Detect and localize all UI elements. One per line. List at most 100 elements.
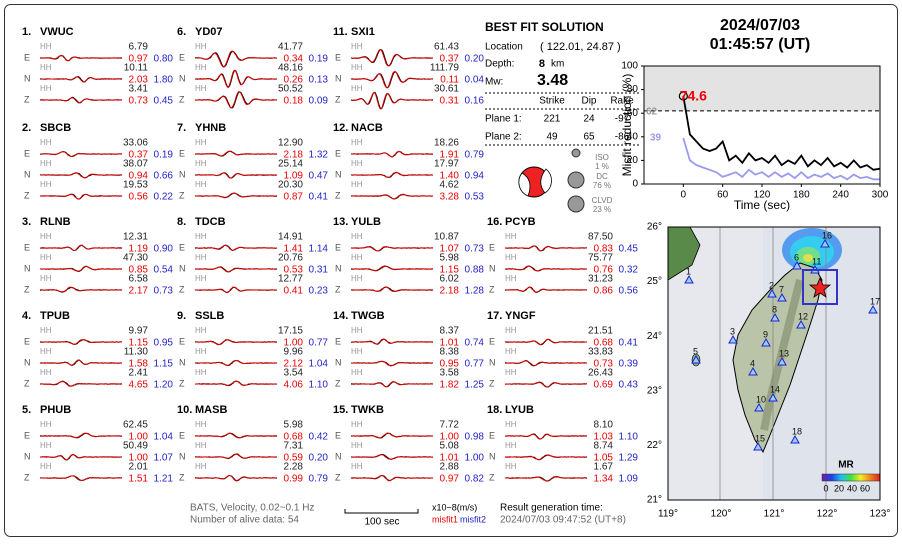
misfit2: 0.98 <box>465 432 485 443</box>
misfit2: 1.07 <box>154 453 174 464</box>
misfit2: 1.28 <box>465 286 485 297</box>
misfit1: 1.01 <box>440 338 460 349</box>
channel-code: HH <box>195 441 207 450</box>
x-axis-label: Time (sec) <box>734 198 790 212</box>
channel-code: HH <box>195 180 207 189</box>
station-number: 16. <box>487 216 502 228</box>
synthetic-trace <box>350 70 434 89</box>
column-header: Strike <box>539 96 565 107</box>
misfit1: 0.53 <box>284 265 304 276</box>
misfit1: 1.91 <box>440 150 460 161</box>
component: N <box>179 263 186 273</box>
misfit1: 0.86 <box>594 286 614 297</box>
station-label: 14 <box>770 384 780 394</box>
station-number: 17. <box>487 310 502 322</box>
mw: 3.48 <box>537 72 568 89</box>
amplitude: 75.77 <box>588 253 613 264</box>
component: E <box>24 430 30 440</box>
result-time: 2024/07/03 09:47:52 (UT+8) <box>500 515 626 526</box>
misfit1: 1.19 <box>129 244 149 255</box>
amplitude: 47.30 <box>123 253 148 264</box>
depth-label: Depth: <box>485 59 514 70</box>
amplitude: 6.79 <box>129 42 149 53</box>
component: E <box>335 430 341 440</box>
station-name: YNGF <box>505 310 536 322</box>
synthetic-trace <box>504 475 588 482</box>
component-ball <box>567 195 585 213</box>
station-marker <box>796 319 806 329</box>
synthetic-trace <box>504 454 588 461</box>
component: Z <box>24 472 30 482</box>
component: Z <box>489 284 495 294</box>
synthetic-trace <box>195 453 278 459</box>
misfit2: 0.19 <box>154 150 174 161</box>
misfit2: 0.80 <box>154 54 174 65</box>
amplitude: 19.53 <box>123 180 148 191</box>
station-marker <box>770 312 780 322</box>
misfit2: 0.54 <box>154 265 174 276</box>
station-number: 14. <box>333 310 348 322</box>
channel-code: HH <box>40 159 52 168</box>
amplitude: 9.97 <box>129 326 149 337</box>
component: Z <box>335 378 341 388</box>
component: Z <box>335 190 341 200</box>
start-label: 39 <box>650 133 662 144</box>
misfit2: 1.00 <box>465 453 485 464</box>
mw-label: Mw: <box>485 77 503 88</box>
synthetic-trace <box>505 338 588 346</box>
station-marker <box>792 260 802 270</box>
station-name: TPUB <box>40 310 70 322</box>
component: N <box>335 263 342 273</box>
misfit2: 0.09 <box>309 96 329 107</box>
misfit2: 0.47 <box>309 171 329 182</box>
channel-code: HH <box>195 462 207 471</box>
synthetic-trace <box>39 172 123 179</box>
misfit2: 0.20 <box>465 54 485 65</box>
channel-code: HH <box>351 138 363 147</box>
component: Z <box>335 472 341 482</box>
misfit2: 0.82 <box>465 474 485 485</box>
component: E <box>24 148 30 158</box>
misfit1: 0.99 <box>284 474 304 485</box>
amplitude: 5.98 <box>284 420 304 431</box>
misfit2: 1.29 <box>619 453 639 464</box>
channel-code: HH <box>351 42 363 51</box>
channel-code: HH <box>505 420 517 429</box>
misfit1: 2.18 <box>440 286 460 297</box>
location: ( 122.01, 24.87 ) <box>540 41 621 53</box>
x-tick-label: 0 <box>681 190 687 201</box>
amplitude: 3.41 <box>129 84 149 95</box>
channel-code: HH <box>195 42 207 51</box>
station-number: 3. <box>22 216 31 228</box>
misfit2: 0.41 <box>309 192 329 203</box>
amplitude: 11.30 <box>124 347 149 358</box>
misfit2: 1.10 <box>619 432 639 443</box>
amplitude: 12.77 <box>278 274 303 285</box>
synthetic-trace <box>194 172 278 179</box>
synthetic-trace <box>40 432 123 439</box>
amplitude: 5.08 <box>440 441 460 452</box>
component: Z <box>24 94 30 104</box>
x-tick-label: 60 <box>717 190 729 201</box>
channel-code: HH <box>351 84 363 93</box>
misfit2: 0.23 <box>309 286 329 297</box>
station-label: 11 <box>812 256 821 266</box>
station-name: NACB <box>351 122 383 134</box>
station-marker <box>777 356 787 366</box>
channel-code: HH <box>351 462 363 471</box>
misfit1: 0.76 <box>594 265 614 276</box>
amplitude: 17.97 <box>434 159 459 170</box>
misfit2: 0.16 <box>465 96 485 107</box>
amplitude: 33.83 <box>588 347 613 358</box>
component: E <box>179 52 185 62</box>
lat-tick-label: 21° <box>647 495 662 506</box>
alive-count: Number of alive data: 54 <box>190 515 299 526</box>
misfit2: 0.42 <box>309 432 329 443</box>
synthetic-trace <box>351 338 434 345</box>
misfit2: 0.56 <box>619 286 639 297</box>
lon-tick-label: 120° <box>711 509 732 520</box>
x-tick-label: 300 <box>872 190 889 201</box>
lon-tick-label: 121° <box>764 509 785 520</box>
misfit1: 4.65 <box>129 380 149 391</box>
misfit2: 0.13 <box>309 75 329 86</box>
